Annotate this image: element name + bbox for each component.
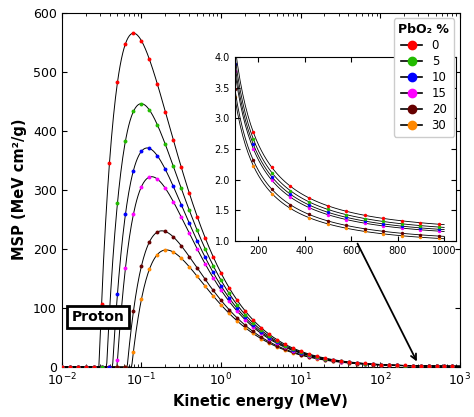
Legend: 0, 5, 10, 15, 20, 30: 0, 5, 10, 15, 20, 30 xyxy=(393,18,454,136)
X-axis label: Kinetic energy (MeV): Kinetic energy (MeV) xyxy=(173,394,348,409)
Y-axis label: MSP (MeV cm²/g): MSP (MeV cm²/g) xyxy=(12,119,27,261)
Text: Proton: Proton xyxy=(72,310,125,324)
